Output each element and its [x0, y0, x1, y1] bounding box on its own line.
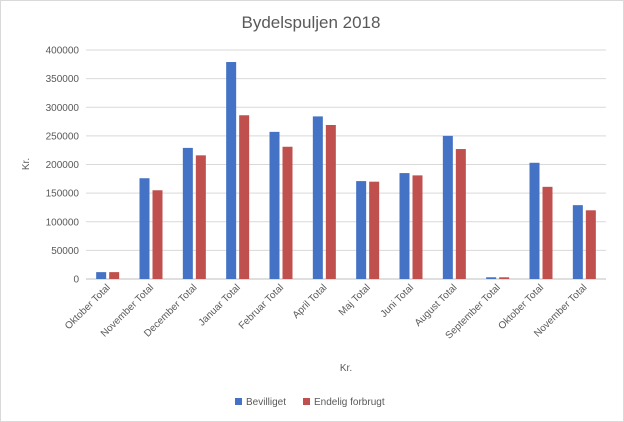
y-tick-label: 50000: [51, 246, 79, 257]
bar-bevilliget: [486, 277, 497, 279]
bar-endelig-forbrugt: [195, 155, 206, 279]
x-tick-label: Februar Total: [237, 282, 286, 331]
bar-endelig-forbrugt: [412, 175, 423, 279]
bar-endelig-forbrugt: [239, 115, 250, 279]
bar-bevilliget: [182, 147, 193, 279]
bar-bevilliget: [312, 116, 323, 279]
y-axis-ticks: 0 50000 100000 150000 200000 250000 300000 3500…: [46, 46, 80, 286]
bar-bevilliget: [399, 173, 410, 279]
gridlines: [86, 49, 606, 280]
x-axis-label: Kr.: [340, 363, 352, 374]
x-tick-label: Juni Total: [379, 282, 417, 320]
bar-bevilliget: [226, 62, 237, 280]
y-tick-label: 250000: [46, 131, 80, 142]
y-tick-label: 300000: [46, 103, 80, 114]
x-tick-label: Januar Total: [197, 282, 243, 328]
chart-title: Bydelspuljen 2018: [242, 13, 381, 32]
bar-endelig-forbrugt: [369, 181, 380, 279]
bar-bevilliget: [356, 181, 367, 279]
legend-swatch: [303, 398, 310, 405]
bar-bevilliget: [139, 178, 150, 279]
bar-endelig-forbrugt: [542, 186, 553, 279]
y-tick-label: 100000: [46, 217, 80, 228]
bar-endelig-forbrugt: [152, 190, 163, 279]
bar-bevilliget: [442, 135, 453, 279]
x-tick-label: April Total: [291, 282, 330, 321]
legend-swatch: [235, 398, 242, 405]
bar-bevilliget: [96, 272, 107, 279]
legend-label: Endelig forbrugt: [314, 397, 385, 408]
bar-endelig-forbrugt: [325, 124, 336, 279]
bar-endelig-forbrugt: [109, 272, 120, 279]
y-axis-label: Kr.: [21, 158, 32, 170]
y-tick-label: 0: [73, 275, 79, 286]
bar-endelig-forbrugt: [455, 149, 466, 279]
y-tick-label: 350000: [46, 74, 80, 85]
x-tick-label: August Total: [413, 282, 460, 329]
bar-endelig-forbrugt: [585, 210, 596, 279]
bar-bevilliget: [529, 162, 540, 279]
y-tick-label: 150000: [46, 189, 80, 200]
bar-endelig-forbrugt: [499, 277, 510, 279]
y-tick-label: 200000: [46, 160, 80, 171]
x-tick-label: Maj Total: [337, 282, 373, 318]
y-tick-label: 400000: [46, 46, 80, 57]
bar-endelig-forbrugt: [282, 146, 293, 279]
bars: [96, 62, 596, 280]
bar-bevilliget: [269, 131, 280, 279]
legend-label: Bevilliget: [246, 397, 286, 408]
legend: Bevilliget Endelig forbrugt: [235, 397, 385, 408]
bar-bevilliget: [572, 205, 583, 279]
